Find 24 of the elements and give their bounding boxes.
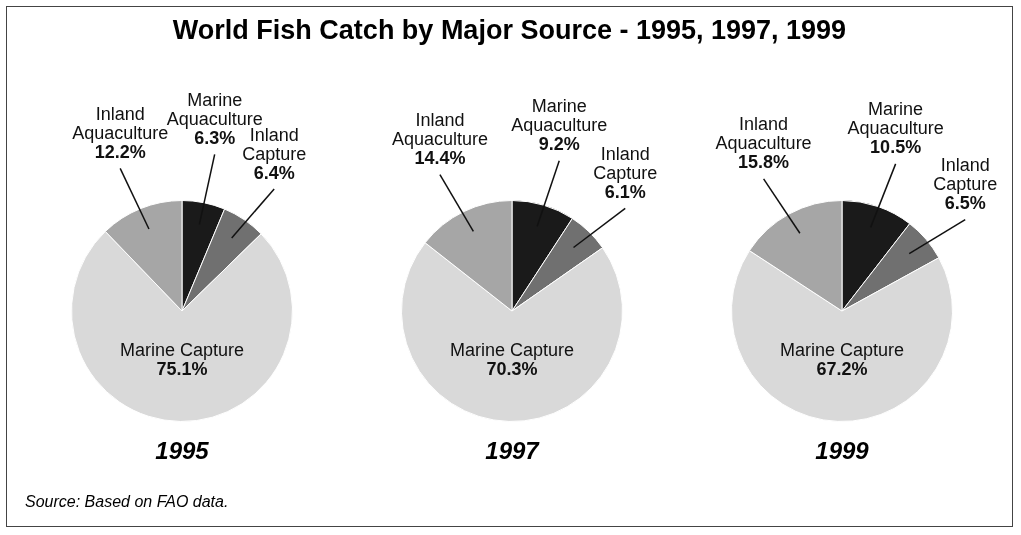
text: 1997	[484, 437, 541, 465]
text: World Fish Catch by Major Source - 1995, 1997, 1999	[171, 15, 848, 46]
slice-label: Inland Aquaculture	[715, 114, 812, 154]
slice-label: Marine Capture	[779, 340, 905, 361]
data-label: 6.5%	[944, 193, 986, 214]
data-label: 14.4%	[414, 148, 466, 169]
data-label: 15.8%	[738, 152, 790, 173]
slice-label: Inland Capture	[933, 155, 998, 195]
slice-label: Marine Capture	[449, 340, 575, 361]
data-label: 75.1%	[156, 359, 208, 380]
data-label: 10.5%	[870, 137, 922, 158]
data-label: 9.2%	[538, 134, 580, 155]
data-label: 70.3%	[486, 359, 538, 380]
source-note: Source: Based on FAO data.	[25, 493, 229, 511]
data-label: 12.2%	[94, 141, 146, 162]
text: 1995	[154, 437, 210, 465]
data-label: 6.3%	[194, 127, 236, 148]
slice-label: Marine Capture	[119, 340, 245, 361]
slice-label: Inland Aquaculture	[391, 110, 488, 150]
slice-label: Marine Aquaculture	[847, 99, 944, 139]
slice-label: Inland Capture	[593, 143, 658, 183]
slice-label: Marine Aquaculture	[511, 96, 608, 136]
data-label: 67.2%	[816, 359, 868, 380]
text: 1999	[814, 437, 870, 465]
